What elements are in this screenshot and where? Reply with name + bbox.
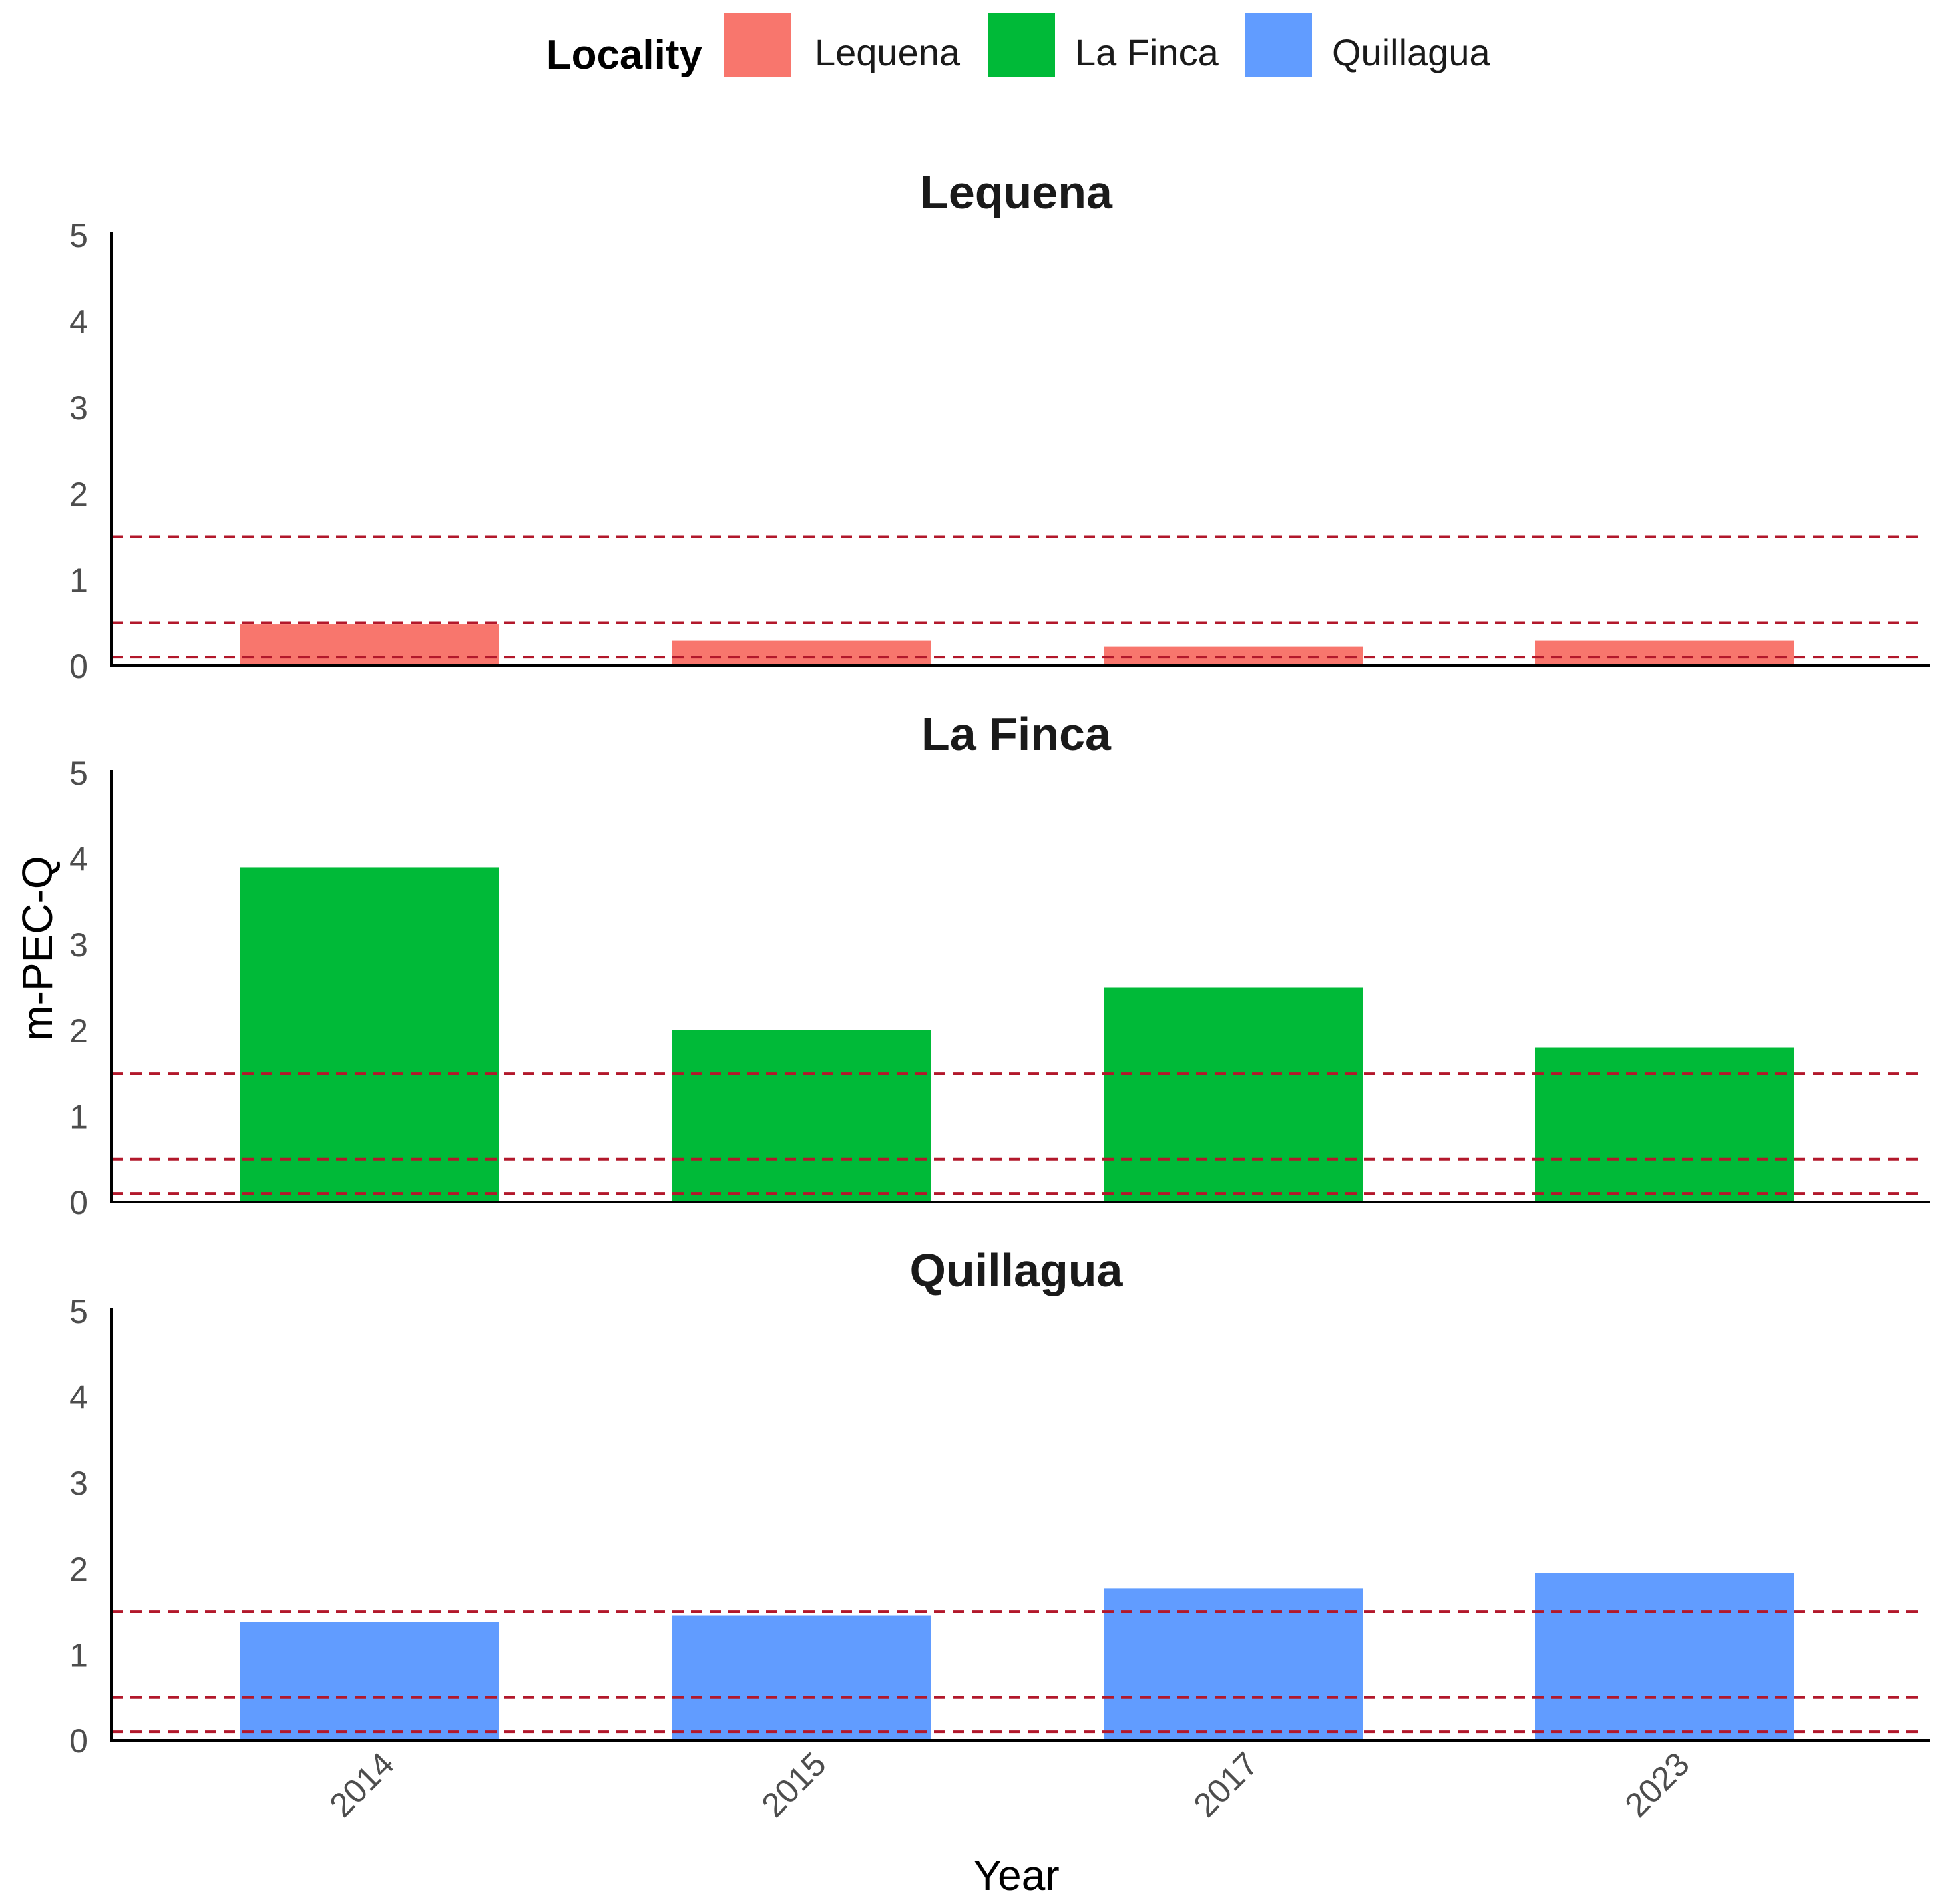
y-tick-label: 5 — [69, 1293, 88, 1330]
y-tick-label: 4 — [69, 1379, 88, 1416]
legend-label-3: Quillagua — [1332, 31, 1490, 73]
bar-2017 — [1104, 987, 1363, 1202]
bar-2014 — [240, 624, 499, 666]
x-tick-label: 2015 — [755, 1745, 833, 1824]
panels: Lequena 0 1 2 3 4 5 La Finca 0 1 2 3 4 5 Quillagua 0 1 2 3… — [69, 166, 1930, 1760]
legend: Locality Lequena La Finca Quillagua — [546, 13, 1490, 78]
y-tick-label: 0 — [69, 1184, 88, 1221]
bar-2015 — [672, 1615, 931, 1740]
x-axis-title: Year — [973, 1851, 1059, 1899]
y-tick-label: 5 — [69, 755, 88, 792]
y-tick-label: 3 — [69, 389, 88, 427]
y-tick-label: 4 — [69, 841, 88, 878]
y-tick-label: 0 — [69, 648, 88, 685]
bar-2014 — [240, 1622, 499, 1740]
panel-title: Quillagua — [910, 1244, 1124, 1296]
y-tick-label: 3 — [69, 1465, 88, 1502]
y-tick-label: 3 — [69, 926, 88, 964]
legend-key-3 — [1245, 13, 1312, 77]
x-tick-label: 2023 — [1618, 1745, 1697, 1824]
bar-2023 — [1535, 1573, 1794, 1740]
y-axis-title: m-PEC-Q — [13, 855, 61, 1040]
panel-2: La Finca 0 1 2 3 4 5 — [69, 708, 1930, 1221]
bar-2015 — [672, 640, 931, 666]
x-tick-label: 2017 — [1187, 1745, 1265, 1824]
x-tick-labels: 2014 2015 2017 2023 — [323, 1745, 1697, 1824]
panel-1: Lequena 0 1 2 3 4 5 — [69, 166, 1930, 685]
y-tick-label: 1 — [69, 1636, 88, 1674]
y-tick-label: 2 — [69, 1012, 88, 1050]
legend-key-1 — [724, 13, 791, 77]
y-tick-label: 1 — [69, 1098, 88, 1135]
panel-title: Lequena — [920, 166, 1113, 218]
panel-title: La Finca — [921, 708, 1112, 760]
bar-2023 — [1535, 640, 1794, 666]
y-tick-label: 4 — [69, 303, 88, 341]
legend-label-2: La Finca — [1075, 31, 1219, 73]
bar-2014 — [240, 867, 499, 1202]
y-tick-label: 2 — [69, 1551, 88, 1588]
bar-2023 — [1535, 1047, 1794, 1202]
bar-2017 — [1104, 1588, 1363, 1740]
bar-2015 — [672, 1030, 931, 1202]
panel-3: Quillagua 0 1 2 3 4 5 — [69, 1244, 1930, 1760]
x-tick-label: 2014 — [323, 1745, 401, 1824]
legend-key-2 — [988, 13, 1055, 77]
y-tick-label: 2 — [69, 475, 88, 513]
legend-label-1: Lequena — [815, 31, 961, 73]
y-tick-label: 5 — [69, 217, 88, 254]
y-tick-label: 0 — [69, 1722, 88, 1760]
legend-title: Locality — [546, 32, 703, 78]
y-tick-label: 1 — [69, 562, 88, 599]
